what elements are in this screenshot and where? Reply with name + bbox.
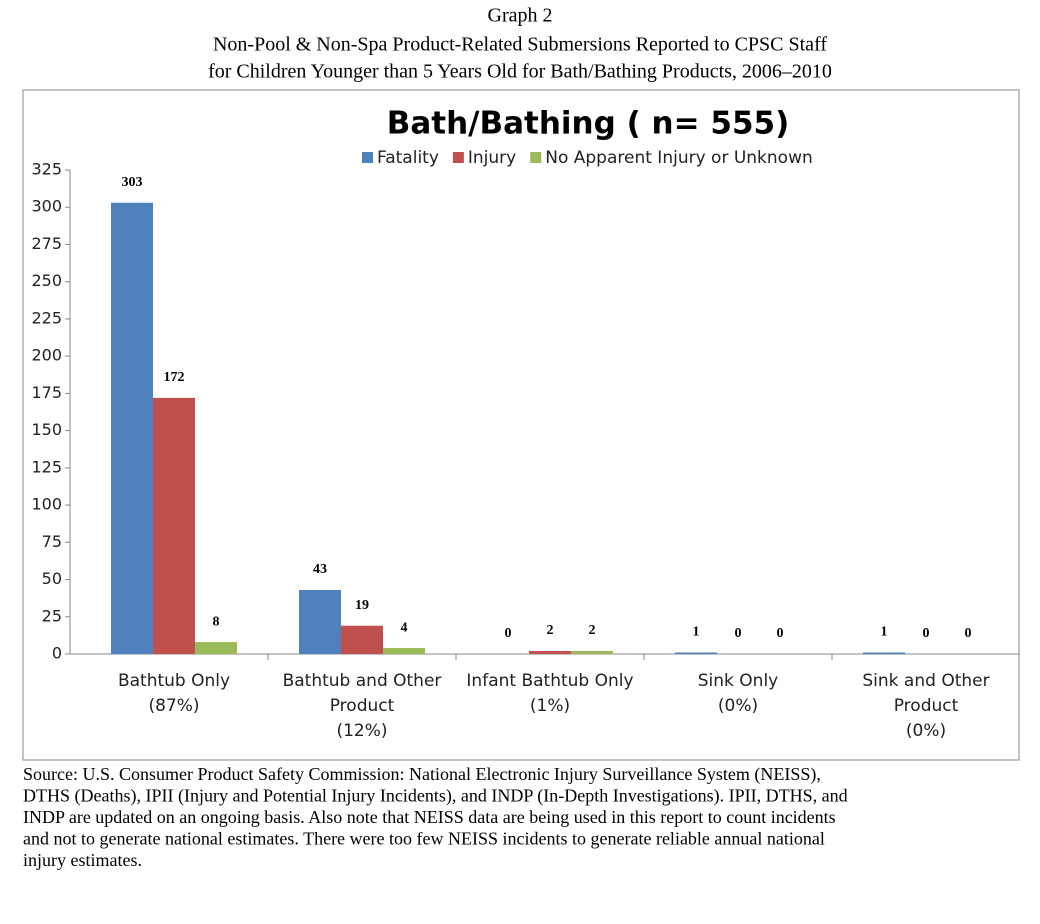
bar xyxy=(153,397,195,654)
source-line: DTHS (Deaths), IPII (Injury and Potentia… xyxy=(23,786,848,807)
data-label: 0 xyxy=(735,626,742,641)
y-tick-label: 25 xyxy=(42,606,62,625)
source-line: Source: U.S. Consumer Product Safety Com… xyxy=(23,764,821,785)
x-tick-label: Sink and Other xyxy=(862,671,989,691)
x-tick-label: (0%) xyxy=(718,696,758,716)
bar xyxy=(863,652,905,654)
y-tick-label: 50 xyxy=(42,569,62,588)
legend-swatch xyxy=(530,152,542,163)
data-label: 1 xyxy=(881,625,888,640)
x-tick-label: (87%) xyxy=(148,696,199,716)
heading-line: Non-Pool & Non-Spa Product-Related Subme… xyxy=(213,34,827,56)
x-tick-label: Product xyxy=(330,696,395,716)
data-label: 0 xyxy=(777,626,784,641)
data-label: 0 xyxy=(923,626,930,641)
y-tick-label: 225 xyxy=(31,308,62,327)
y-tick-label: 100 xyxy=(31,495,62,514)
legend-swatch xyxy=(362,152,373,163)
bar xyxy=(111,202,153,655)
bar xyxy=(529,651,571,654)
chart-title: Bath/Bathing ( n= 555) xyxy=(387,106,790,142)
chart-frame xyxy=(22,89,1020,761)
y-tick-label: 325 xyxy=(31,160,62,179)
legend-label: Fatality xyxy=(377,148,439,168)
data-label: 2 xyxy=(589,623,596,638)
y-tick-label: 300 xyxy=(31,197,62,216)
legend-label: No Apparent Injury or Unknown xyxy=(545,148,813,168)
data-label: 43 xyxy=(313,562,327,577)
bar xyxy=(383,648,425,654)
data-label: 1 xyxy=(693,625,700,640)
y-tick-label: 75 xyxy=(42,532,62,551)
y-tick-label: 275 xyxy=(31,234,62,253)
data-label: 303 xyxy=(122,175,143,190)
bar xyxy=(341,625,383,654)
y-tick-label: 125 xyxy=(31,457,62,476)
data-label: 8 xyxy=(213,614,220,629)
bar xyxy=(195,642,237,654)
bar xyxy=(571,651,613,654)
y-tick-label: 250 xyxy=(31,271,62,290)
heading-line: for Children Younger than 5 Years Old fo… xyxy=(208,61,832,83)
source-line: and not to generate national estimates. … xyxy=(23,829,825,849)
data-label: 19 xyxy=(355,598,369,613)
legend-swatch xyxy=(452,152,464,163)
y-tick-label: 200 xyxy=(31,346,62,365)
data-label: 4 xyxy=(401,620,408,635)
data-label: 0 xyxy=(505,626,512,641)
x-tick-label: Bathtub and Other xyxy=(283,671,442,691)
data-label: 2 xyxy=(547,623,554,638)
x-tick-label: (0%) xyxy=(906,721,946,741)
graph-label: Graph 2 xyxy=(488,5,553,27)
x-tick-label: (1%) xyxy=(530,696,570,716)
y-tick-label: 0 xyxy=(52,644,62,663)
x-tick-label: (12%) xyxy=(336,721,387,741)
bar xyxy=(675,652,717,654)
x-tick-label: Sink Only xyxy=(698,671,778,691)
data-label: 0 xyxy=(965,626,972,641)
source-line: INDP are updated on an ongoing basis. Al… xyxy=(23,807,836,827)
x-tick-label: Product xyxy=(894,696,959,716)
source-line: injury estimates. xyxy=(23,850,142,870)
bar xyxy=(299,589,341,654)
x-tick-label: Infant Bathtub Only xyxy=(466,671,633,691)
y-tick-label: 175 xyxy=(31,383,62,402)
x-tick-label: Bathtub Only xyxy=(118,671,230,691)
legend-label: Injury xyxy=(468,148,516,168)
data-label: 172 xyxy=(164,370,185,385)
y-tick-label: 150 xyxy=(31,420,62,439)
